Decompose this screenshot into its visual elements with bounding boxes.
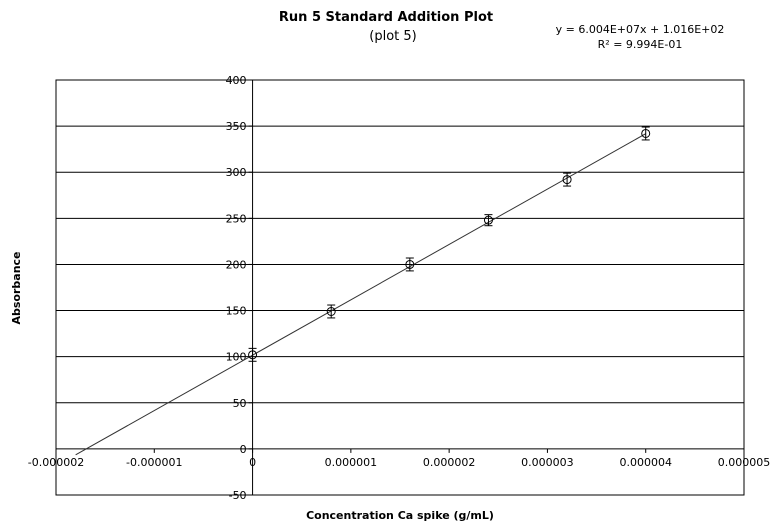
x-tick-label: 0.000005 [718, 456, 771, 469]
y-tick-label: -50 [229, 489, 247, 502]
x-axis-label: Concentration Ca spike (g/mL) [306, 509, 494, 522]
chart-title: Run 5 Standard Addition Plot [279, 10, 493, 25]
x-tick-label: 0.000002 [423, 456, 476, 469]
y-tick-label: 100 [226, 351, 247, 364]
data-point [562, 175, 572, 185]
chart-subtitle: (plot 5) [369, 29, 416, 44]
trendline-equation: y = 6.004E+07x + 1.016E+02 [556, 23, 725, 36]
y-tick-label: 350 [226, 120, 247, 133]
y-tick-labels: -50 0 50 100 150 200 250 300 350 400 [226, 74, 247, 502]
y-tick-label: 150 [226, 305, 247, 318]
x-tick-label: 0.000003 [521, 456, 574, 469]
x-tick-label: -0.000001 [126, 456, 182, 469]
y-tick-label: 300 [226, 166, 247, 179]
plot-area [55, 79, 745, 496]
data-point [326, 306, 336, 316]
x-tick-label: 0 [249, 456, 256, 469]
data-point [641, 128, 651, 138]
y-tick-label: 400 [226, 74, 247, 87]
y-tick-label: 200 [226, 258, 247, 271]
y-tick-label: 250 [226, 212, 247, 225]
trendline-r-squared: R² = 9.994E-01 [598, 38, 683, 51]
y-tick-label: 0 [240, 443, 247, 456]
x-tick-labels: -0.000002 -0.000001 0 0.000001 0.000002 0.000… [28, 456, 770, 469]
data-point [405, 259, 415, 269]
axes [55, 79, 745, 496]
x-tick-label: 0.000004 [619, 456, 672, 469]
data-point [248, 350, 258, 360]
trendline [75, 133, 646, 456]
data-point [483, 215, 493, 225]
x-tick-label: -0.000002 [28, 456, 84, 469]
y-axis-label: Absorbance [10, 251, 23, 324]
y-tick-label: 50 [233, 397, 247, 410]
data-points [248, 126, 651, 362]
trendline-group [75, 133, 646, 456]
x-tick-label: 0.000001 [325, 456, 378, 469]
gridlines [56, 125, 744, 404]
